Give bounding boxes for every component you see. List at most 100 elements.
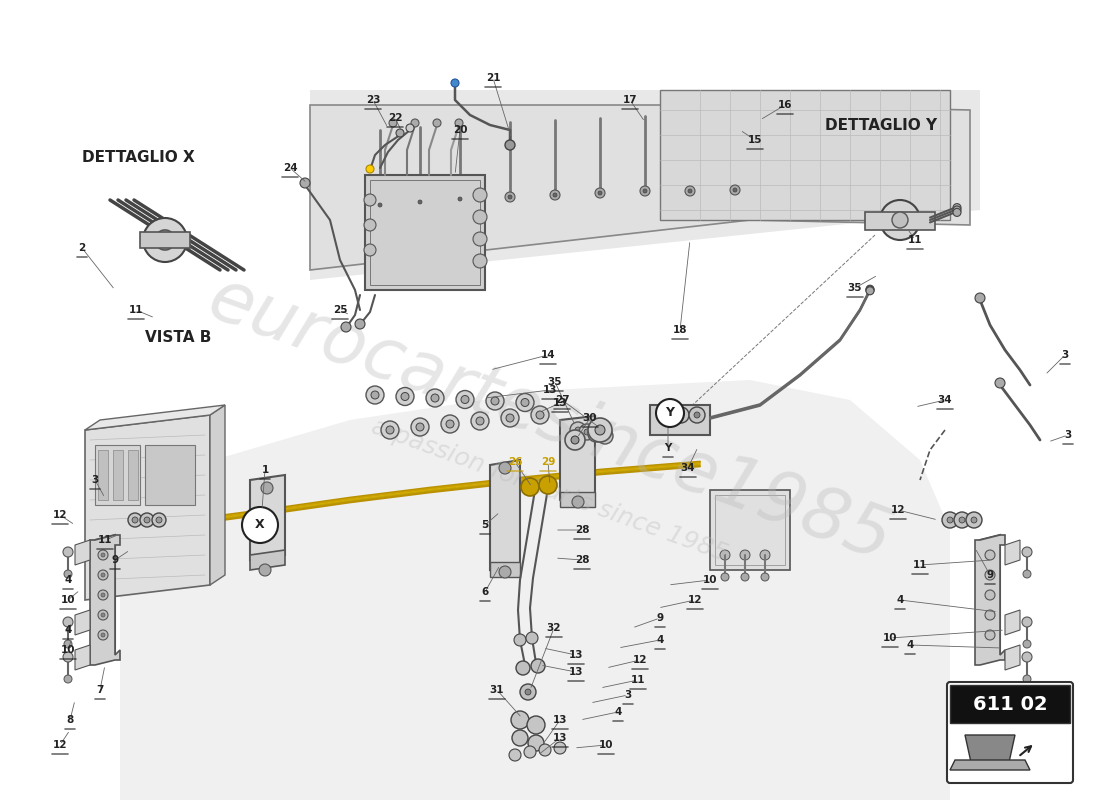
Circle shape [98, 550, 108, 560]
Text: 12: 12 [688, 595, 702, 605]
Polygon shape [75, 540, 90, 565]
Circle shape [258, 564, 271, 576]
Circle shape [473, 188, 487, 202]
Text: 27: 27 [554, 395, 570, 405]
Circle shape [539, 744, 551, 756]
Bar [95, 445, 140, 505]
Circle shape [64, 675, 72, 683]
Polygon shape [1005, 610, 1020, 635]
Text: 12: 12 [891, 505, 905, 515]
Text: DETTAGLIO X: DETTAGLIO X [82, 150, 195, 165]
Circle shape [730, 185, 740, 195]
Circle shape [98, 570, 108, 580]
Circle shape [685, 186, 695, 196]
Circle shape [389, 119, 397, 127]
Polygon shape [210, 405, 225, 585]
Circle shape [760, 550, 770, 560]
Circle shape [971, 517, 977, 523]
Bar [490, 562, 520, 577]
Text: 3: 3 [1062, 350, 1068, 360]
Circle shape [140, 513, 154, 527]
Circle shape [415, 197, 425, 207]
Text: 2: 2 [78, 243, 86, 253]
Circle shape [341, 322, 351, 332]
Circle shape [411, 418, 429, 436]
Polygon shape [490, 460, 520, 570]
Circle shape [761, 573, 769, 581]
Circle shape [688, 189, 692, 193]
Circle shape [512, 730, 528, 746]
Circle shape [553, 193, 557, 197]
Text: 34: 34 [937, 395, 953, 405]
Circle shape [386, 426, 394, 434]
Text: 9: 9 [657, 613, 663, 623]
Circle shape [456, 390, 474, 409]
Text: 4: 4 [614, 707, 622, 717]
Circle shape [584, 429, 590, 435]
Circle shape [593, 431, 600, 437]
Circle shape [516, 394, 534, 411]
Circle shape [101, 633, 104, 637]
Text: 29: 29 [541, 457, 556, 467]
Circle shape [406, 124, 414, 132]
Circle shape [143, 218, 187, 262]
Circle shape [984, 610, 996, 620]
Text: 21: 21 [486, 73, 500, 83]
Text: 6: 6 [482, 587, 488, 597]
Text: 10: 10 [60, 645, 75, 655]
Text: 30: 30 [583, 413, 597, 423]
Circle shape [571, 436, 579, 444]
Circle shape [375, 200, 385, 210]
Circle shape [565, 430, 585, 450]
Circle shape [500, 409, 519, 427]
Circle shape [554, 742, 566, 754]
Circle shape [64, 570, 72, 578]
Circle shape [508, 195, 512, 199]
Circle shape [1023, 675, 1031, 683]
Circle shape [640, 186, 650, 196]
Text: 32: 32 [547, 623, 561, 633]
Circle shape [516, 661, 530, 675]
Text: X: X [255, 518, 265, 531]
Circle shape [521, 478, 539, 496]
Text: 25: 25 [332, 305, 348, 315]
Circle shape [396, 387, 414, 406]
Text: 13: 13 [552, 733, 568, 743]
Circle shape [63, 547, 73, 557]
Circle shape [101, 613, 104, 617]
Text: 3: 3 [91, 475, 99, 485]
Circle shape [366, 386, 384, 404]
Circle shape [528, 735, 544, 751]
Text: VISTA B: VISTA B [145, 330, 211, 346]
Text: 4: 4 [64, 625, 72, 635]
FancyBboxPatch shape [947, 682, 1072, 783]
Text: 17: 17 [623, 95, 637, 105]
Circle shape [402, 393, 409, 401]
Circle shape [506, 414, 514, 422]
Circle shape [101, 573, 104, 577]
Circle shape [355, 319, 365, 329]
Circle shape [101, 553, 104, 557]
Polygon shape [980, 535, 1000, 660]
Bar [950, 685, 1070, 723]
Circle shape [418, 200, 422, 204]
Bar [650, 405, 710, 435]
Circle shape [381, 421, 399, 439]
Text: 11: 11 [630, 675, 646, 685]
Circle shape [579, 424, 595, 440]
Circle shape [242, 507, 278, 543]
Circle shape [984, 630, 996, 640]
Text: 13: 13 [569, 667, 583, 677]
Circle shape [984, 550, 996, 560]
Circle shape [673, 407, 689, 423]
Circle shape [128, 513, 142, 527]
Polygon shape [560, 416, 595, 500]
Circle shape [996, 378, 1005, 388]
Circle shape [396, 129, 404, 137]
Circle shape [657, 407, 673, 423]
Text: 34: 34 [681, 463, 695, 473]
Circle shape [525, 689, 531, 695]
Circle shape [364, 194, 376, 206]
Circle shape [662, 412, 668, 418]
Circle shape [98, 610, 108, 620]
